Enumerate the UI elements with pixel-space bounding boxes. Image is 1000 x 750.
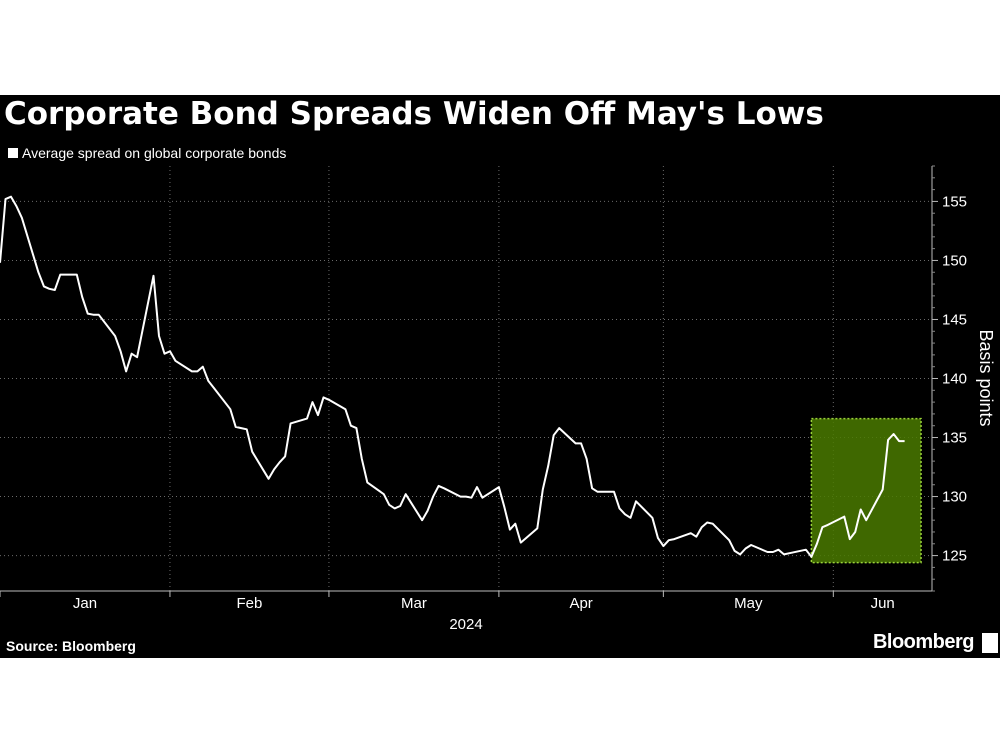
legend-swatch <box>8 148 18 158</box>
highlight-box <box>810 417 922 564</box>
x-tick-label: May <box>734 595 763 612</box>
x-tick-label: Jun <box>871 595 895 612</box>
source-note: Source: Bloomberg <box>6 638 136 654</box>
legend: Average spread on global corporate bonds <box>8 145 286 161</box>
y-tick-label: 125 <box>942 548 967 565</box>
x-tick-label: Apr <box>569 595 592 612</box>
brand-logo-text: Bloomberg <box>872 631 975 653</box>
legend-label: Average spread on global corporate bonds <box>22 145 287 161</box>
y-tick-label: 155 <box>942 193 967 210</box>
y-tick-label: 135 <box>942 430 967 447</box>
y-axis-label: Basis points <box>976 329 996 426</box>
x-tick-label: Feb <box>237 595 263 612</box>
chart-title: Corporate Bond Spreads Widen Off May's L… <box>4 96 824 132</box>
y-tick-label: 150 <box>942 252 967 269</box>
x-axis-label: 2024 <box>449 616 482 633</box>
chart-panel <box>0 95 1000 658</box>
y-tick-label: 140 <box>942 371 967 388</box>
y-tick-label: 130 <box>942 489 967 506</box>
y-tick-label: 145 <box>942 311 967 328</box>
series-line <box>0 195 905 558</box>
x-tick-label: Mar <box>401 595 427 612</box>
x-tick-label: Jan <box>73 595 97 612</box>
bloomberg-icon <box>982 633 998 653</box>
